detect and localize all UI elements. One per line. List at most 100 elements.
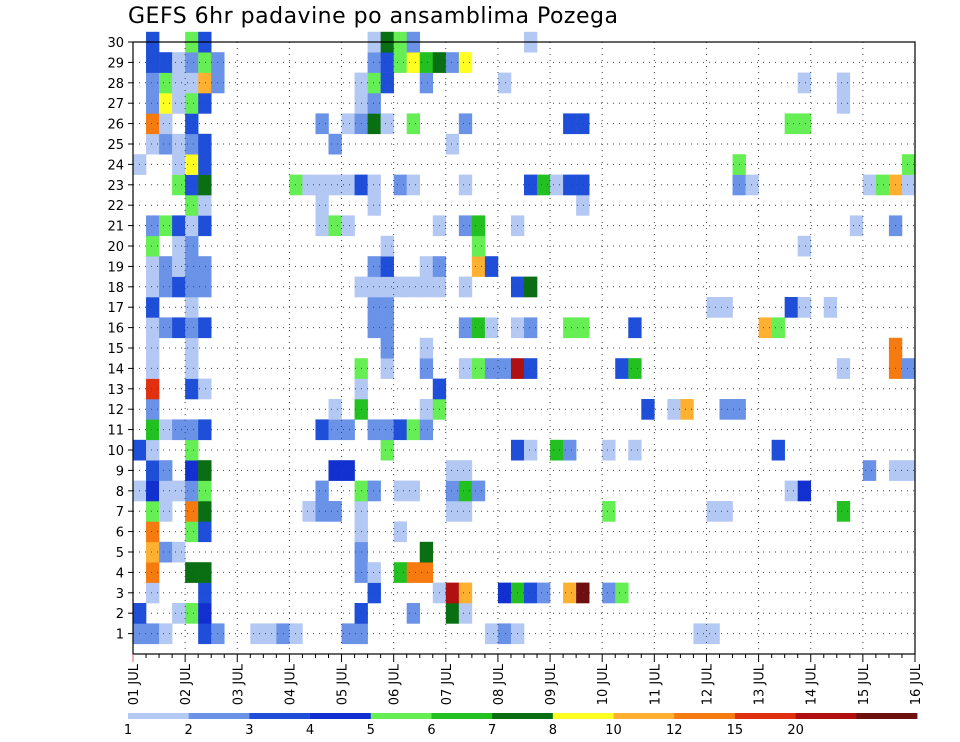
heatmap-cell [146, 297, 160, 318]
heatmap-cell [328, 174, 342, 196]
heatmap-cell [198, 195, 212, 216]
heatmap-cell [328, 399, 342, 420]
heatmap-cell [159, 623, 173, 645]
heatmap-cell [393, 52, 407, 73]
y-tick-label: 22 [107, 199, 124, 214]
heatmap-cell [445, 133, 460, 155]
heatmap-cell [563, 582, 577, 604]
heatmap-cell [419, 276, 434, 298]
heatmap-cell [471, 215, 486, 237]
heatmap-cell [576, 317, 590, 339]
heatmap-cell [172, 256, 186, 277]
heatmap-cell [198, 154, 212, 175]
colorbar-swatch [613, 713, 675, 719]
heatmap-cell [563, 439, 577, 461]
heatmap-cell [172, 317, 186, 339]
heatmap-cell [823, 297, 838, 318]
heatmap-cell [367, 195, 381, 216]
y-tick-label: 21 [107, 220, 124, 235]
heatmap-cell [393, 521, 407, 543]
heatmap-cell [185, 195, 199, 216]
y-tick-label: 19 [107, 260, 124, 275]
heatmap-cell [458, 603, 473, 624]
heatmap-cell [198, 256, 212, 277]
heatmap-cell [172, 52, 186, 73]
heatmap-cell [172, 276, 186, 298]
heatmap-cell [484, 623, 499, 645]
heatmap-cell [159, 72, 173, 94]
heatmap-cell [289, 623, 303, 645]
heatmap-cell [836, 501, 851, 522]
heatmap-cell [406, 603, 421, 624]
colorbar-swatch [734, 713, 797, 719]
heatmap-cell [797, 235, 812, 257]
heatmap-cell [719, 501, 733, 522]
heatmap-cell [367, 297, 381, 318]
x-tick-label: 01 JUL [127, 663, 142, 705]
heatmap-cell [185, 256, 199, 277]
heatmap-cell [836, 72, 851, 94]
heatmap-cell [172, 419, 186, 441]
heatmap-cell [146, 378, 160, 400]
heatmap-cell [315, 501, 329, 522]
heatmap-cell [198, 317, 212, 339]
heatmap-cell [393, 276, 407, 298]
heatmap-cell [146, 317, 160, 339]
heatmap-cell [784, 480, 798, 502]
heatmap-cell [393, 480, 407, 502]
heatmap-cell [550, 174, 564, 196]
heatmap-cell [576, 195, 590, 216]
x-tick-label: 14 JUL [805, 663, 820, 705]
heatmap-cell [315, 215, 329, 237]
heatmap-cell [198, 52, 212, 73]
heatmap-cell [185, 562, 199, 583]
heatmap-cell [445, 582, 460, 604]
heatmap-cell [185, 460, 199, 481]
y-tick-label: 9 [116, 464, 124, 479]
heatmap-cell [146, 541, 160, 563]
heatmap-cell [745, 174, 759, 196]
heatmap-cell [641, 399, 655, 420]
heatmap-cell [862, 460, 877, 481]
heatmap-cell [198, 562, 212, 583]
heatmap-cell [146, 235, 160, 257]
heatmap-cell [419, 541, 434, 563]
heatmap-cell [198, 501, 212, 522]
heatmap-cell [901, 358, 916, 379]
heatmap-cell [146, 521, 160, 543]
heatmap-cell [445, 52, 460, 73]
heatmap-cell [537, 582, 551, 604]
colorbar-swatch [128, 713, 190, 719]
heatmap-cell [198, 133, 212, 155]
heatmap-cell [406, 276, 421, 298]
y-tick-label: 27 [107, 97, 124, 112]
heatmap-cell [185, 337, 199, 359]
heatmap-cell [706, 623, 720, 645]
y-tick-label: 29 [107, 56, 124, 71]
heatmap-cell [419, 52, 434, 73]
heatmap-cell [615, 582, 629, 604]
heatmap-cell [524, 276, 538, 298]
heatmap-cell [328, 501, 342, 522]
heatmap-cell [159, 501, 173, 522]
heatmap-cell [380, 113, 394, 135]
heatmap-cell [172, 72, 186, 94]
x-axis: 01 JUL 02 JUL 03 JUL 04 JUL 05 JUL 06 JUL 07 J… [127, 654, 924, 705]
heatmap-cell [367, 419, 381, 441]
heatmap-cell [563, 317, 577, 339]
heatmap-cell [771, 439, 785, 461]
heatmap-cell [172, 174, 186, 196]
heatmap-cell [315, 419, 329, 441]
heatmap-cell [419, 256, 434, 277]
heatmap-cell [289, 174, 303, 196]
colorbar-label: 8 [549, 723, 557, 738]
y-tick-label: 23 [107, 179, 124, 194]
heatmap-cell [185, 378, 199, 400]
heatmap-cell [458, 174, 473, 196]
heatmap-cell [524, 582, 538, 604]
heatmap-cell [198, 215, 212, 237]
heatmap-cell [537, 174, 551, 196]
y-tick-label: 14 [107, 362, 124, 377]
heatmap-cell [849, 215, 864, 237]
colorbar-swatch [492, 713, 554, 719]
